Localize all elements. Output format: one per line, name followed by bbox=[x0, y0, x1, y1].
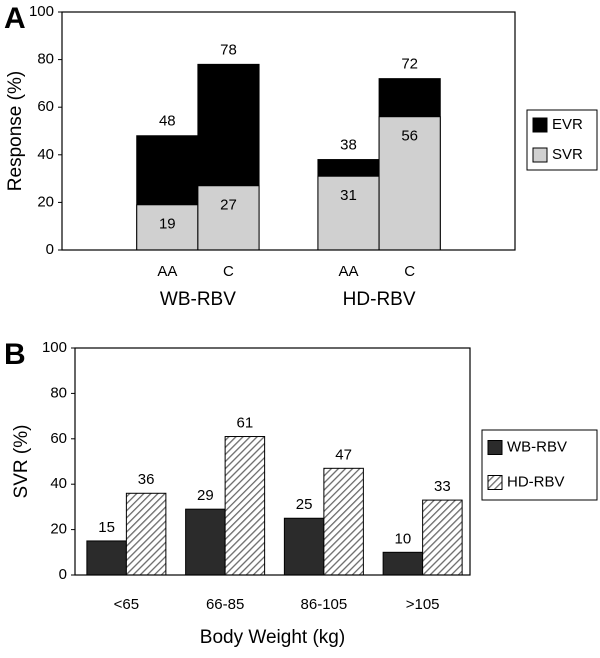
data-label: 47 bbox=[335, 446, 352, 463]
bar bbox=[323, 467, 364, 576]
data-label: 19 bbox=[159, 216, 176, 233]
panel-letter: A bbox=[4, 2, 26, 35]
bar bbox=[378, 116, 441, 251]
legend-swatch bbox=[487, 475, 503, 490]
y-tick-label: 0 bbox=[46, 241, 54, 258]
legend-label: HD-RBV bbox=[507, 473, 565, 490]
y-tick-label: 20 bbox=[50, 521, 67, 538]
data-label: 29 bbox=[197, 487, 214, 504]
group-label: HD-RBV bbox=[343, 289, 416, 310]
legend-swatch bbox=[532, 117, 548, 133]
data-label: 27 bbox=[220, 197, 237, 214]
y-tick-label: 20 bbox=[37, 193, 54, 210]
data-label: 48 bbox=[159, 113, 176, 130]
y-tick-label: 80 bbox=[37, 51, 54, 68]
data-label: 78 bbox=[220, 41, 237, 58]
bar bbox=[185, 508, 226, 576]
x-tick-label: C bbox=[404, 263, 415, 280]
legend-label: EVR bbox=[552, 116, 583, 133]
y-tick-label: 100 bbox=[42, 339, 67, 356]
data-label: 38 bbox=[340, 137, 357, 154]
legend-label: SVR bbox=[552, 146, 583, 163]
data-label: 36 bbox=[138, 471, 155, 488]
bar bbox=[197, 185, 260, 251]
plot-frame bbox=[61, 11, 516, 251]
y-tick-label: 80 bbox=[50, 384, 67, 401]
data-label: 72 bbox=[401, 56, 418, 73]
y-tick-label: 60 bbox=[37, 98, 54, 115]
data-label: 31 bbox=[340, 187, 357, 204]
x-tick-label: 66-85 bbox=[206, 596, 244, 613]
y-axis-label: SVR (%) bbox=[11, 425, 32, 499]
y-axis-label: Response (%) bbox=[5, 71, 26, 191]
x-tick-label: 86-105 bbox=[301, 596, 348, 613]
data-label: 33 bbox=[434, 478, 451, 495]
legend-swatch bbox=[487, 440, 503, 455]
data-label: 61 bbox=[237, 414, 254, 431]
data-label: 25 bbox=[296, 496, 313, 513]
legend-label: WB-RBV bbox=[507, 438, 567, 455]
y-tick-label: 0 bbox=[59, 566, 67, 583]
x-tick-label: AA bbox=[157, 263, 177, 280]
bar bbox=[317, 175, 380, 251]
plot-frame bbox=[74, 347, 471, 576]
data-label: 15 bbox=[98, 519, 115, 536]
panel-letter: B bbox=[4, 338, 26, 371]
y-tick-label: 100 bbox=[29, 3, 54, 20]
y-tick-label: 40 bbox=[50, 475, 67, 492]
bar bbox=[86, 540, 127, 576]
bar bbox=[224, 436, 266, 576]
x-tick-label: <65 bbox=[114, 596, 139, 613]
x-tick-label: >105 bbox=[406, 596, 440, 613]
x-axis-label: Body Weight (kg) bbox=[200, 627, 345, 648]
data-label: 10 bbox=[395, 530, 412, 547]
data-label: 56 bbox=[401, 128, 418, 145]
y-tick-label: 40 bbox=[37, 146, 54, 163]
bar bbox=[382, 551, 424, 576]
group-label: WB-RBV bbox=[160, 289, 236, 310]
bar bbox=[125, 492, 167, 576]
bar bbox=[283, 517, 325, 576]
x-tick-label: C bbox=[223, 263, 234, 280]
bar bbox=[422, 499, 463, 576]
x-tick-label: AA bbox=[339, 263, 359, 280]
legend-swatch bbox=[532, 147, 548, 163]
y-tick-label: 60 bbox=[50, 430, 67, 447]
